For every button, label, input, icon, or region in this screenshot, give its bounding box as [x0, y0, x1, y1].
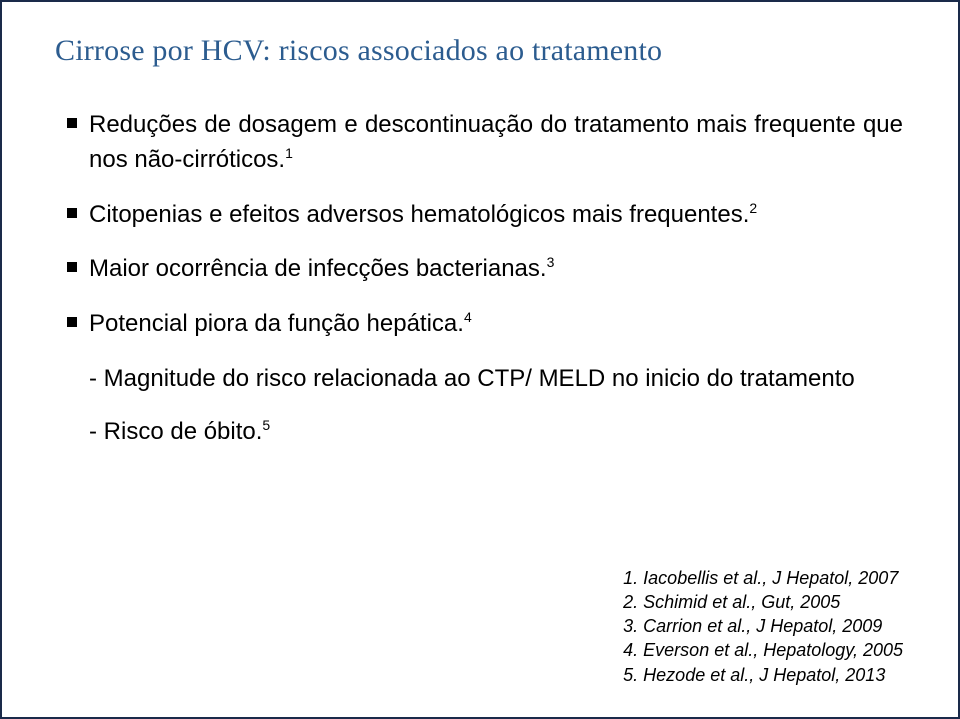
- square-bullet-icon: [67, 118, 77, 128]
- square-bullet-icon: [67, 317, 77, 327]
- sub-item: - Magnitude do risco relacionada ao CTP/…: [89, 362, 903, 397]
- bullet-item: Citopenias e efeitos adversos hematológi…: [67, 198, 903, 233]
- reference-line: 3. Carrion et al., J Hepatol, 2009: [623, 614, 903, 638]
- slide-content: Reduções de dosagem e descontinuação do …: [67, 108, 903, 450]
- reference-line: 5. Hezode et al., J Hepatol, 2013: [623, 663, 903, 687]
- slide-frame: Cirrose por HCV: riscos associados ao tr…: [0, 0, 960, 719]
- bullet-item: Reduções de dosagem e descontinuação do …: [67, 108, 903, 178]
- reference-line: 4. Everson et al., Hepatology, 2005: [623, 638, 903, 662]
- bullet-text: Reduções de dosagem e descontinuação do …: [89, 108, 903, 178]
- reference-line: 1. Iacobellis et al., J Hepatol, 2007: [623, 566, 903, 590]
- bullet-item: Maior ocorrência de infecções bacteriana…: [67, 252, 903, 287]
- square-bullet-icon: [67, 208, 77, 218]
- references-block: 1. Iacobellis et al., J Hepatol, 2007 2.…: [623, 566, 903, 687]
- sub-item: - Risco de óbito.5: [89, 415, 903, 450]
- bullet-text: Maior ocorrência de infecções bacteriana…: [89, 252, 554, 287]
- bullet-text: Potencial piora da função hepática.4: [89, 307, 472, 342]
- reference-line: 2. Schimid et al., Gut, 2005: [623, 590, 903, 614]
- slide-title: Cirrose por HCV: riscos associados ao tr…: [55, 34, 913, 68]
- bullet-item: Potencial piora da função hepática.4: [67, 307, 903, 342]
- square-bullet-icon: [67, 262, 77, 272]
- bullet-text: Citopenias e efeitos adversos hematológi…: [89, 198, 757, 233]
